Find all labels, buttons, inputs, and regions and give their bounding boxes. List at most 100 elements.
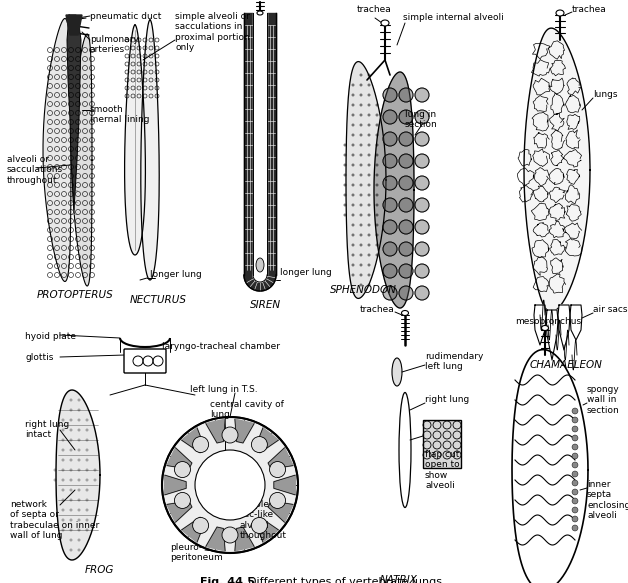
Circle shape xyxy=(376,124,379,127)
Circle shape xyxy=(352,264,354,266)
Ellipse shape xyxy=(257,11,263,15)
Circle shape xyxy=(376,213,379,216)
Circle shape xyxy=(70,469,72,472)
Circle shape xyxy=(415,242,429,256)
Circle shape xyxy=(399,242,413,256)
Circle shape xyxy=(572,453,578,459)
Polygon shape xyxy=(534,305,546,345)
Circle shape xyxy=(352,174,354,177)
Text: left lung in T.S.: left lung in T.S. xyxy=(190,385,257,394)
Circle shape xyxy=(77,529,80,532)
Circle shape xyxy=(269,462,286,477)
Circle shape xyxy=(359,213,362,216)
Polygon shape xyxy=(268,501,293,522)
Circle shape xyxy=(62,419,65,422)
Circle shape xyxy=(344,213,347,216)
Circle shape xyxy=(367,104,371,107)
Circle shape xyxy=(383,264,397,278)
Circle shape xyxy=(572,462,578,468)
Circle shape xyxy=(222,427,238,443)
Text: trachea: trachea xyxy=(360,305,395,314)
Circle shape xyxy=(376,244,379,247)
Circle shape xyxy=(77,508,80,511)
Circle shape xyxy=(415,198,429,212)
Circle shape xyxy=(359,184,362,187)
Polygon shape xyxy=(56,390,100,560)
Circle shape xyxy=(415,264,429,278)
Circle shape xyxy=(367,134,371,136)
Circle shape xyxy=(415,286,429,300)
Circle shape xyxy=(162,417,298,553)
Circle shape xyxy=(70,448,72,451)
Circle shape xyxy=(572,498,578,504)
Circle shape xyxy=(85,429,89,431)
Circle shape xyxy=(367,184,371,187)
Circle shape xyxy=(572,507,578,513)
Polygon shape xyxy=(512,350,588,583)
Circle shape xyxy=(77,438,80,441)
Polygon shape xyxy=(66,15,82,35)
Circle shape xyxy=(376,134,379,136)
Circle shape xyxy=(572,408,578,414)
Circle shape xyxy=(352,134,354,136)
Circle shape xyxy=(70,489,72,491)
Circle shape xyxy=(376,104,379,107)
Circle shape xyxy=(344,174,347,177)
Circle shape xyxy=(367,124,371,127)
Circle shape xyxy=(359,223,362,227)
Circle shape xyxy=(70,429,72,431)
Polygon shape xyxy=(274,475,295,495)
Circle shape xyxy=(175,493,190,508)
Circle shape xyxy=(359,143,362,146)
Circle shape xyxy=(352,223,354,227)
Text: pneumatic duct: pneumatic duct xyxy=(90,12,161,21)
Circle shape xyxy=(376,194,379,196)
Circle shape xyxy=(70,409,72,412)
Circle shape xyxy=(359,114,362,117)
Circle shape xyxy=(383,242,397,256)
Circle shape xyxy=(376,143,379,146)
Circle shape xyxy=(376,254,379,257)
Circle shape xyxy=(222,527,238,543)
Circle shape xyxy=(77,448,80,451)
Text: smooth
inernal lining: smooth inernal lining xyxy=(90,105,149,124)
Circle shape xyxy=(572,444,578,450)
Circle shape xyxy=(399,110,413,124)
Polygon shape xyxy=(167,501,192,522)
Circle shape xyxy=(359,254,362,257)
Text: laryngo-tracheal chamber: laryngo-tracheal chamber xyxy=(162,342,280,351)
Circle shape xyxy=(359,234,362,237)
Circle shape xyxy=(383,176,397,190)
Circle shape xyxy=(367,273,371,276)
Circle shape xyxy=(62,448,65,451)
Circle shape xyxy=(77,539,80,542)
Circle shape xyxy=(376,153,379,156)
Ellipse shape xyxy=(401,311,408,315)
Polygon shape xyxy=(181,428,205,453)
Circle shape xyxy=(77,419,80,422)
Circle shape xyxy=(269,493,286,508)
Text: air sacs: air sacs xyxy=(593,305,627,314)
Circle shape xyxy=(352,244,354,247)
Polygon shape xyxy=(235,419,254,443)
Circle shape xyxy=(62,508,65,511)
Polygon shape xyxy=(267,13,276,275)
Circle shape xyxy=(415,88,429,102)
Circle shape xyxy=(359,153,362,156)
Circle shape xyxy=(572,489,578,495)
Circle shape xyxy=(352,114,354,117)
Circle shape xyxy=(85,518,89,522)
Circle shape xyxy=(344,163,347,167)
FancyBboxPatch shape xyxy=(124,349,166,373)
Polygon shape xyxy=(165,475,186,495)
Text: inner
septa
enclosing
alveoli: inner septa enclosing alveoli xyxy=(587,480,628,520)
Text: NECTURUS: NECTURUS xyxy=(130,295,187,305)
Circle shape xyxy=(376,184,379,187)
Circle shape xyxy=(383,220,397,234)
Text: rudimendary
left lung: rudimendary left lung xyxy=(425,352,484,371)
Text: flap cut
open to
show
alveoli: flap cut open to show alveoli xyxy=(425,450,460,490)
Polygon shape xyxy=(346,62,386,298)
Circle shape xyxy=(399,132,413,146)
Circle shape xyxy=(344,143,347,146)
Circle shape xyxy=(383,110,397,124)
